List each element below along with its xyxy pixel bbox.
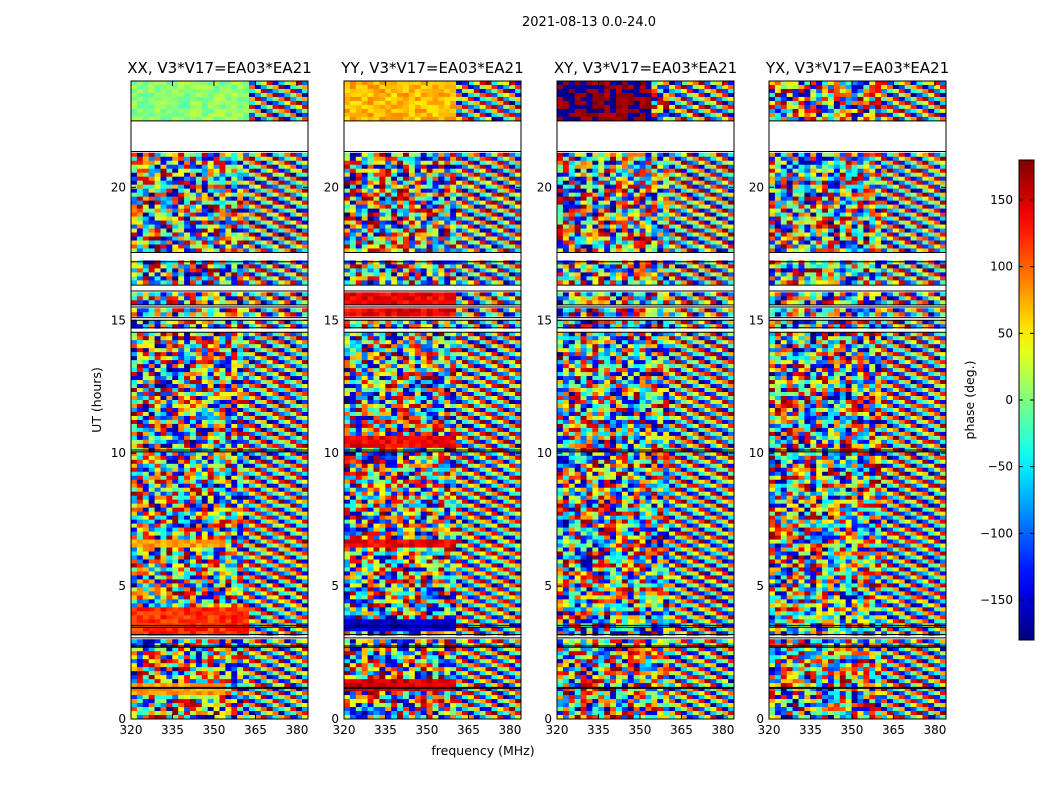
colorbar-tick-label: 0 — [1005, 393, 1013, 407]
x-tick-label: 320 — [333, 723, 356, 737]
y-tick-label: 0 — [118, 712, 126, 726]
y-tick-label: 0 — [331, 712, 339, 726]
y-tick-label: 10 — [537, 446, 552, 460]
x-tick-label: 380 — [711, 723, 734, 737]
phase-heatmap — [344, 81, 521, 719]
x-axis-label: frequency (MHz) — [431, 743, 534, 758]
colorbar-tick-label: 50 — [998, 326, 1013, 340]
y-tick-label: 5 — [544, 579, 552, 593]
y-tick-label: 5 — [331, 579, 339, 593]
x-tick-label: 350 — [629, 723, 652, 737]
x-tick-label: 365 — [244, 723, 267, 737]
x-tick-label: 335 — [799, 723, 822, 737]
panel-4: YX, V3*V17=EA03*EA21 320 335 350 365 380 0 5 10 1… — [749, 59, 949, 737]
x-tick-label: 380 — [923, 723, 946, 737]
colorbar: 150 100 50 0 −50 −100 −150 — [980, 159, 1035, 641]
x-tick-label: 350 — [203, 723, 226, 737]
colorbar-tick-label: 150 — [990, 193, 1013, 207]
x-tick-label: 350 — [416, 723, 439, 737]
axes-frame — [130, 80, 309, 720]
x-tick-label: 365 — [670, 723, 693, 737]
panel-2: YY, V3*V17=EA03*EA21 320 335 350 365 380 0 5 10 1… — [324, 59, 524, 737]
x-tick-label: 335 — [587, 723, 610, 737]
y-tick-label: 20 — [537, 180, 552, 194]
panel-title: YX, V3*V17=EA03*EA21 — [765, 59, 949, 77]
x-tick-label: 350 — [841, 723, 864, 737]
x-tick-label: 380 — [285, 723, 308, 737]
panel-title: YY, V3*V17=EA03*EA21 — [340, 59, 523, 77]
colorbar-tick-label: −50 — [988, 460, 1013, 474]
axes-frame — [768, 80, 947, 720]
y-tick-label: 20 — [324, 180, 339, 194]
phase-heatmap — [557, 81, 734, 719]
x-tick-label: 335 — [374, 723, 397, 737]
axes-frame — [343, 80, 522, 720]
phase-heatmap — [131, 81, 308, 719]
y-tick-label: 20 — [111, 180, 126, 194]
phase-heatmap — [769, 81, 946, 719]
y-tick-label: 15 — [537, 313, 552, 327]
y-axis-label: UT (hours) — [89, 367, 104, 433]
colorbar-tick-label: −150 — [980, 593, 1013, 607]
y-tick-label: 5 — [756, 579, 764, 593]
panel-title: XY, V3*V17=EA03*EA21 — [554, 59, 737, 77]
panels: XX, V3*V17=EA03*EA21 320 335 350 365 380 0 5 10 1… — [111, 59, 949, 737]
axes-frame — [556, 80, 735, 720]
x-tick-label: 380 — [498, 723, 521, 737]
x-tick-label: 320 — [120, 723, 143, 737]
x-tick-label: 320 — [758, 723, 781, 737]
y-tick-label: 15 — [111, 313, 126, 327]
y-tick-label: 20 — [749, 180, 764, 194]
y-tick-label: 15 — [749, 313, 764, 327]
suptitle: 2021-08-13 0.0-24.0 — [522, 15, 656, 30]
colorbar-tick-label: 100 — [990, 260, 1013, 274]
y-tick-label: 5 — [118, 579, 126, 593]
y-tick-label: 0 — [544, 712, 552, 726]
x-tick-label: 320 — [546, 723, 569, 737]
y-tick-label: 10 — [111, 446, 126, 460]
x-tick-label: 365 — [457, 723, 480, 737]
y-tick-label: 15 — [324, 313, 339, 327]
panel-title: XX, V3*V17=EA03*EA21 — [127, 59, 311, 77]
x-tick-label: 335 — [161, 723, 184, 737]
y-tick-label: 10 — [324, 446, 339, 460]
colorbar-label: phase (deg.) — [962, 361, 977, 440]
panel-1: XX, V3*V17=EA03*EA21 320 335 350 365 380 0 5 10 1… — [111, 59, 312, 737]
colorbar-tick-label: −100 — [980, 526, 1013, 540]
panel-3: XY, V3*V17=EA03*EA21 320 335 350 365 380 0 5 10 1… — [537, 59, 737, 737]
y-tick-label: 10 — [749, 446, 764, 460]
x-tick-label: 365 — [882, 723, 905, 737]
y-tick-label: 0 — [756, 712, 764, 726]
